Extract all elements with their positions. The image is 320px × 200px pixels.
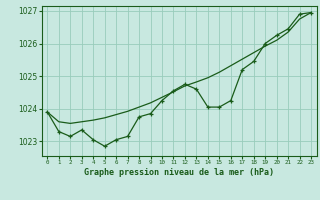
X-axis label: Graphe pression niveau de la mer (hPa): Graphe pression niveau de la mer (hPa) [84,168,274,177]
